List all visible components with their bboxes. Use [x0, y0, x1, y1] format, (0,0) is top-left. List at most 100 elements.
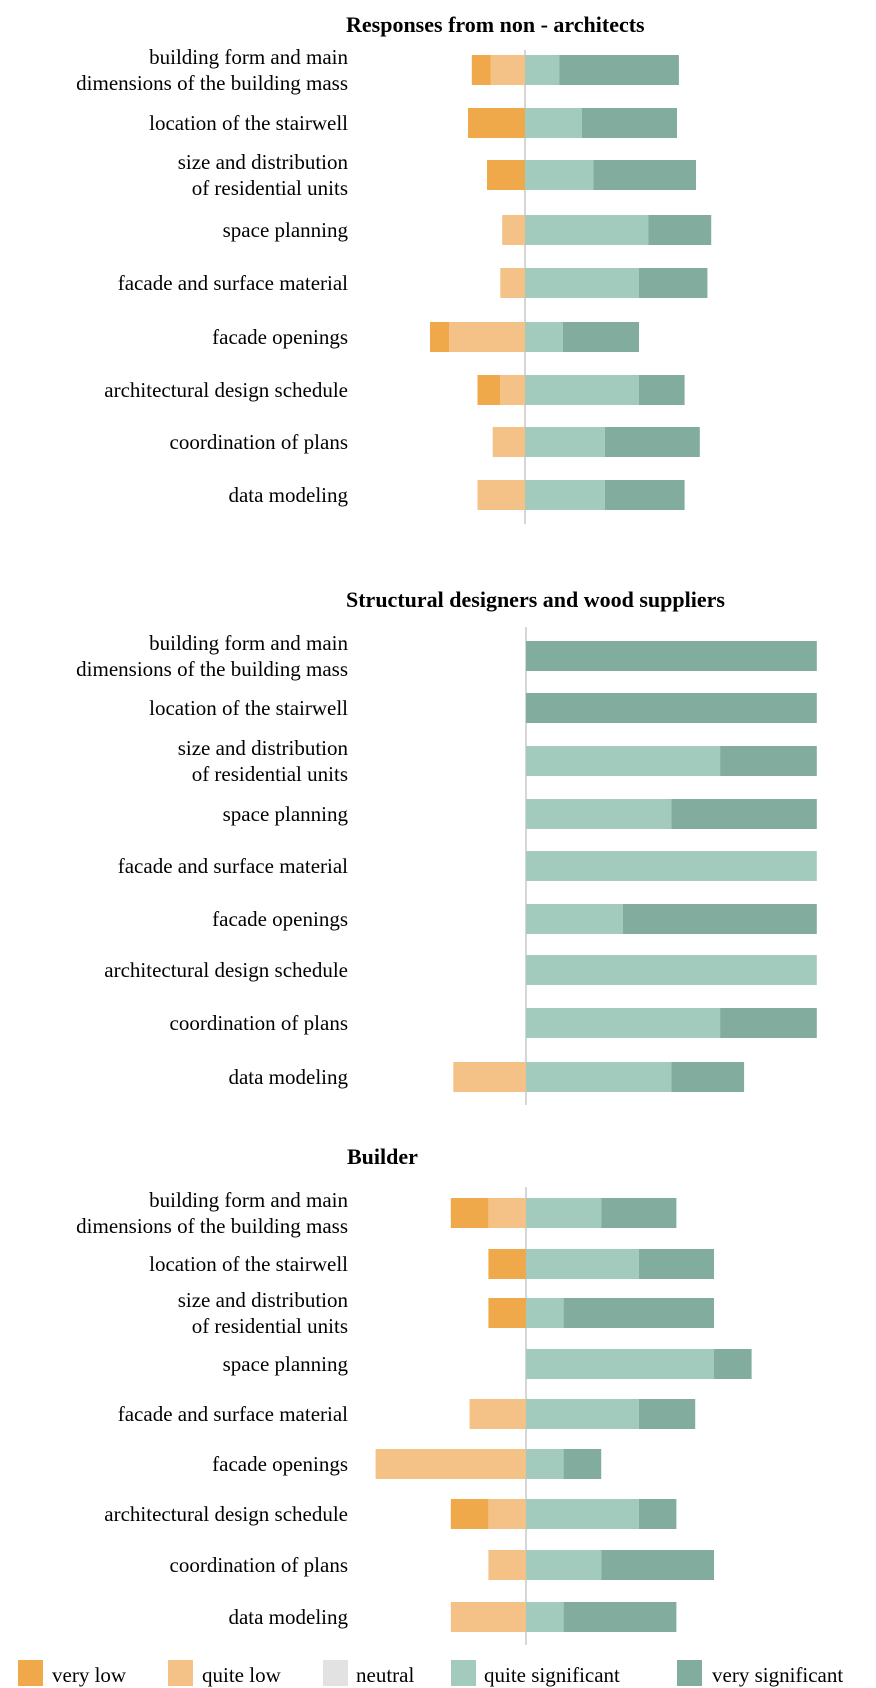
- bar-quite-significant: [526, 1550, 602, 1580]
- bar-very-significant: [638, 1249, 714, 1279]
- category-label: architectural design schedule: [104, 1502, 348, 1526]
- legend-swatch-very-significant: [677, 1660, 702, 1686]
- category-label: facade openings: [212, 1452, 348, 1476]
- bar-quite-significant: [526, 1602, 564, 1632]
- bar-very-significant: [563, 1602, 677, 1632]
- bar-very-significant: [563, 322, 639, 352]
- bar-quite-significant: [525, 427, 605, 457]
- bar-quite-significant: [526, 1062, 672, 1092]
- bar-very-significant: [714, 1349, 752, 1379]
- category-label: space planning: [223, 1352, 349, 1376]
- bar-quite-significant: [526, 1449, 564, 1479]
- bar-quite-significant: [526, 955, 817, 985]
- bar-quite-significant: [525, 55, 560, 85]
- bar-quite-low: [449, 322, 525, 352]
- bar-quite-significant: [526, 1349, 714, 1379]
- category-label: building form and main dimensions of the …: [76, 45, 348, 95]
- bar-quite-significant: [526, 1399, 639, 1429]
- chart-title: Responses from non - architects: [346, 12, 645, 37]
- chart-panel-2: Structural designers and wood suppliers b…: [76, 587, 817, 1105]
- legend-swatch-quite-low: [168, 1660, 193, 1686]
- category-label: facade and surface material: [118, 1402, 348, 1426]
- bar-quite-significant: [525, 215, 649, 245]
- bar-quite-low: [492, 427, 525, 457]
- bar-very-significant: [639, 268, 708, 298]
- bar-quite-low: [450, 1602, 526, 1632]
- bar-very-low: [488, 1298, 526, 1328]
- category-label: data modeling: [228, 1605, 348, 1629]
- category-label: location of the stairwell: [149, 696, 348, 720]
- bar-quite-significant: [526, 1249, 639, 1279]
- category-label: size and distribution of residential unit…: [178, 1288, 349, 1338]
- bar-very-significant: [638, 1399, 696, 1429]
- bar-very-significant: [563, 1449, 602, 1479]
- chart-title: Structural designers and wood suppliers: [346, 587, 725, 612]
- bar-very-significant: [671, 799, 817, 829]
- category-label: size and distribution of residential unit…: [178, 736, 349, 786]
- bar-quite-low: [453, 1062, 526, 1092]
- category-label: building form and main dimensions of the …: [76, 631, 348, 681]
- bar-very-significant: [526, 641, 817, 671]
- legend-label: very significant: [712, 1663, 843, 1687]
- bar-very-significant: [720, 1008, 817, 1038]
- category-label: size and distribution of residential unit…: [178, 150, 349, 200]
- category-label: building form and main dimensions of the …: [76, 1188, 348, 1238]
- legend-swatch-quite-significant: [451, 1660, 476, 1686]
- bar-very-low: [487, 160, 525, 190]
- legend-label: quite low: [202, 1663, 282, 1687]
- bar-very-significant: [559, 55, 679, 85]
- bar-quite-significant: [526, 1298, 564, 1328]
- bar-very-low: [477, 375, 501, 405]
- category-label: facade openings: [212, 907, 348, 931]
- bar-quite-low: [490, 55, 525, 85]
- bar-very-low: [450, 1198, 489, 1228]
- bar-quite-low: [477, 480, 525, 510]
- bar-very-significant: [604, 427, 700, 457]
- category-label: space planning: [223, 218, 349, 242]
- category-label: data modeling: [228, 483, 348, 507]
- bar-quite-significant: [525, 375, 639, 405]
- legend-label: quite significant: [484, 1663, 620, 1687]
- bar-very-significant: [622, 904, 817, 934]
- bar-quite-low: [500, 268, 525, 298]
- bar-quite-significant: [526, 1198, 602, 1228]
- bar-very-significant: [601, 1198, 677, 1228]
- bar-quite-significant: [526, 1499, 639, 1529]
- bar-quite-significant: [526, 904, 623, 934]
- bar-quite-low: [500, 375, 525, 405]
- bar-very-significant: [563, 1298, 714, 1328]
- bar-quite-low: [469, 1399, 526, 1429]
- category-label: facade and surface material: [118, 854, 348, 878]
- category-label: architectural design schedule: [104, 378, 348, 402]
- bar-quite-low: [488, 1499, 526, 1529]
- chart-title: Builder: [347, 1144, 418, 1169]
- bar-quite-low: [375, 1449, 526, 1479]
- category-label: location of the stairwell: [149, 1252, 348, 1276]
- bar-very-significant: [720, 746, 817, 776]
- legend-swatch-very-low: [18, 1660, 43, 1686]
- legend-label: very low: [52, 1663, 127, 1687]
- bar-quite-low: [488, 1198, 526, 1228]
- chart-panel-3: Builder building form and main dimensions …: [76, 1144, 752, 1645]
- bar-quite-significant: [526, 746, 721, 776]
- legend-swatch-neutral: [323, 1660, 348, 1686]
- bar-very-low: [430, 322, 449, 352]
- category-label: coordination of plans: [170, 430, 348, 454]
- bar-very-significant: [601, 1550, 714, 1580]
- bar-quite-significant: [525, 108, 582, 138]
- category-label: facade openings: [212, 325, 348, 349]
- legend-label: neutral: [356, 1663, 414, 1687]
- bar-very-low: [468, 108, 525, 138]
- category-label: facade and surface material: [118, 271, 348, 295]
- bar-very-low: [488, 1249, 526, 1279]
- bar-quite-significant: [526, 799, 672, 829]
- bar-very-significant: [604, 480, 685, 510]
- category-label: coordination of plans: [170, 1011, 348, 1035]
- bar-quite-significant: [526, 851, 817, 881]
- bar-very-low: [471, 55, 491, 85]
- bar-quite-significant: [525, 322, 563, 352]
- category-label: architectural design schedule: [104, 958, 348, 982]
- category-label: data modeling: [228, 1065, 348, 1089]
- bar-quite-significant: [525, 480, 605, 510]
- bar-very-significant: [638, 1499, 677, 1529]
